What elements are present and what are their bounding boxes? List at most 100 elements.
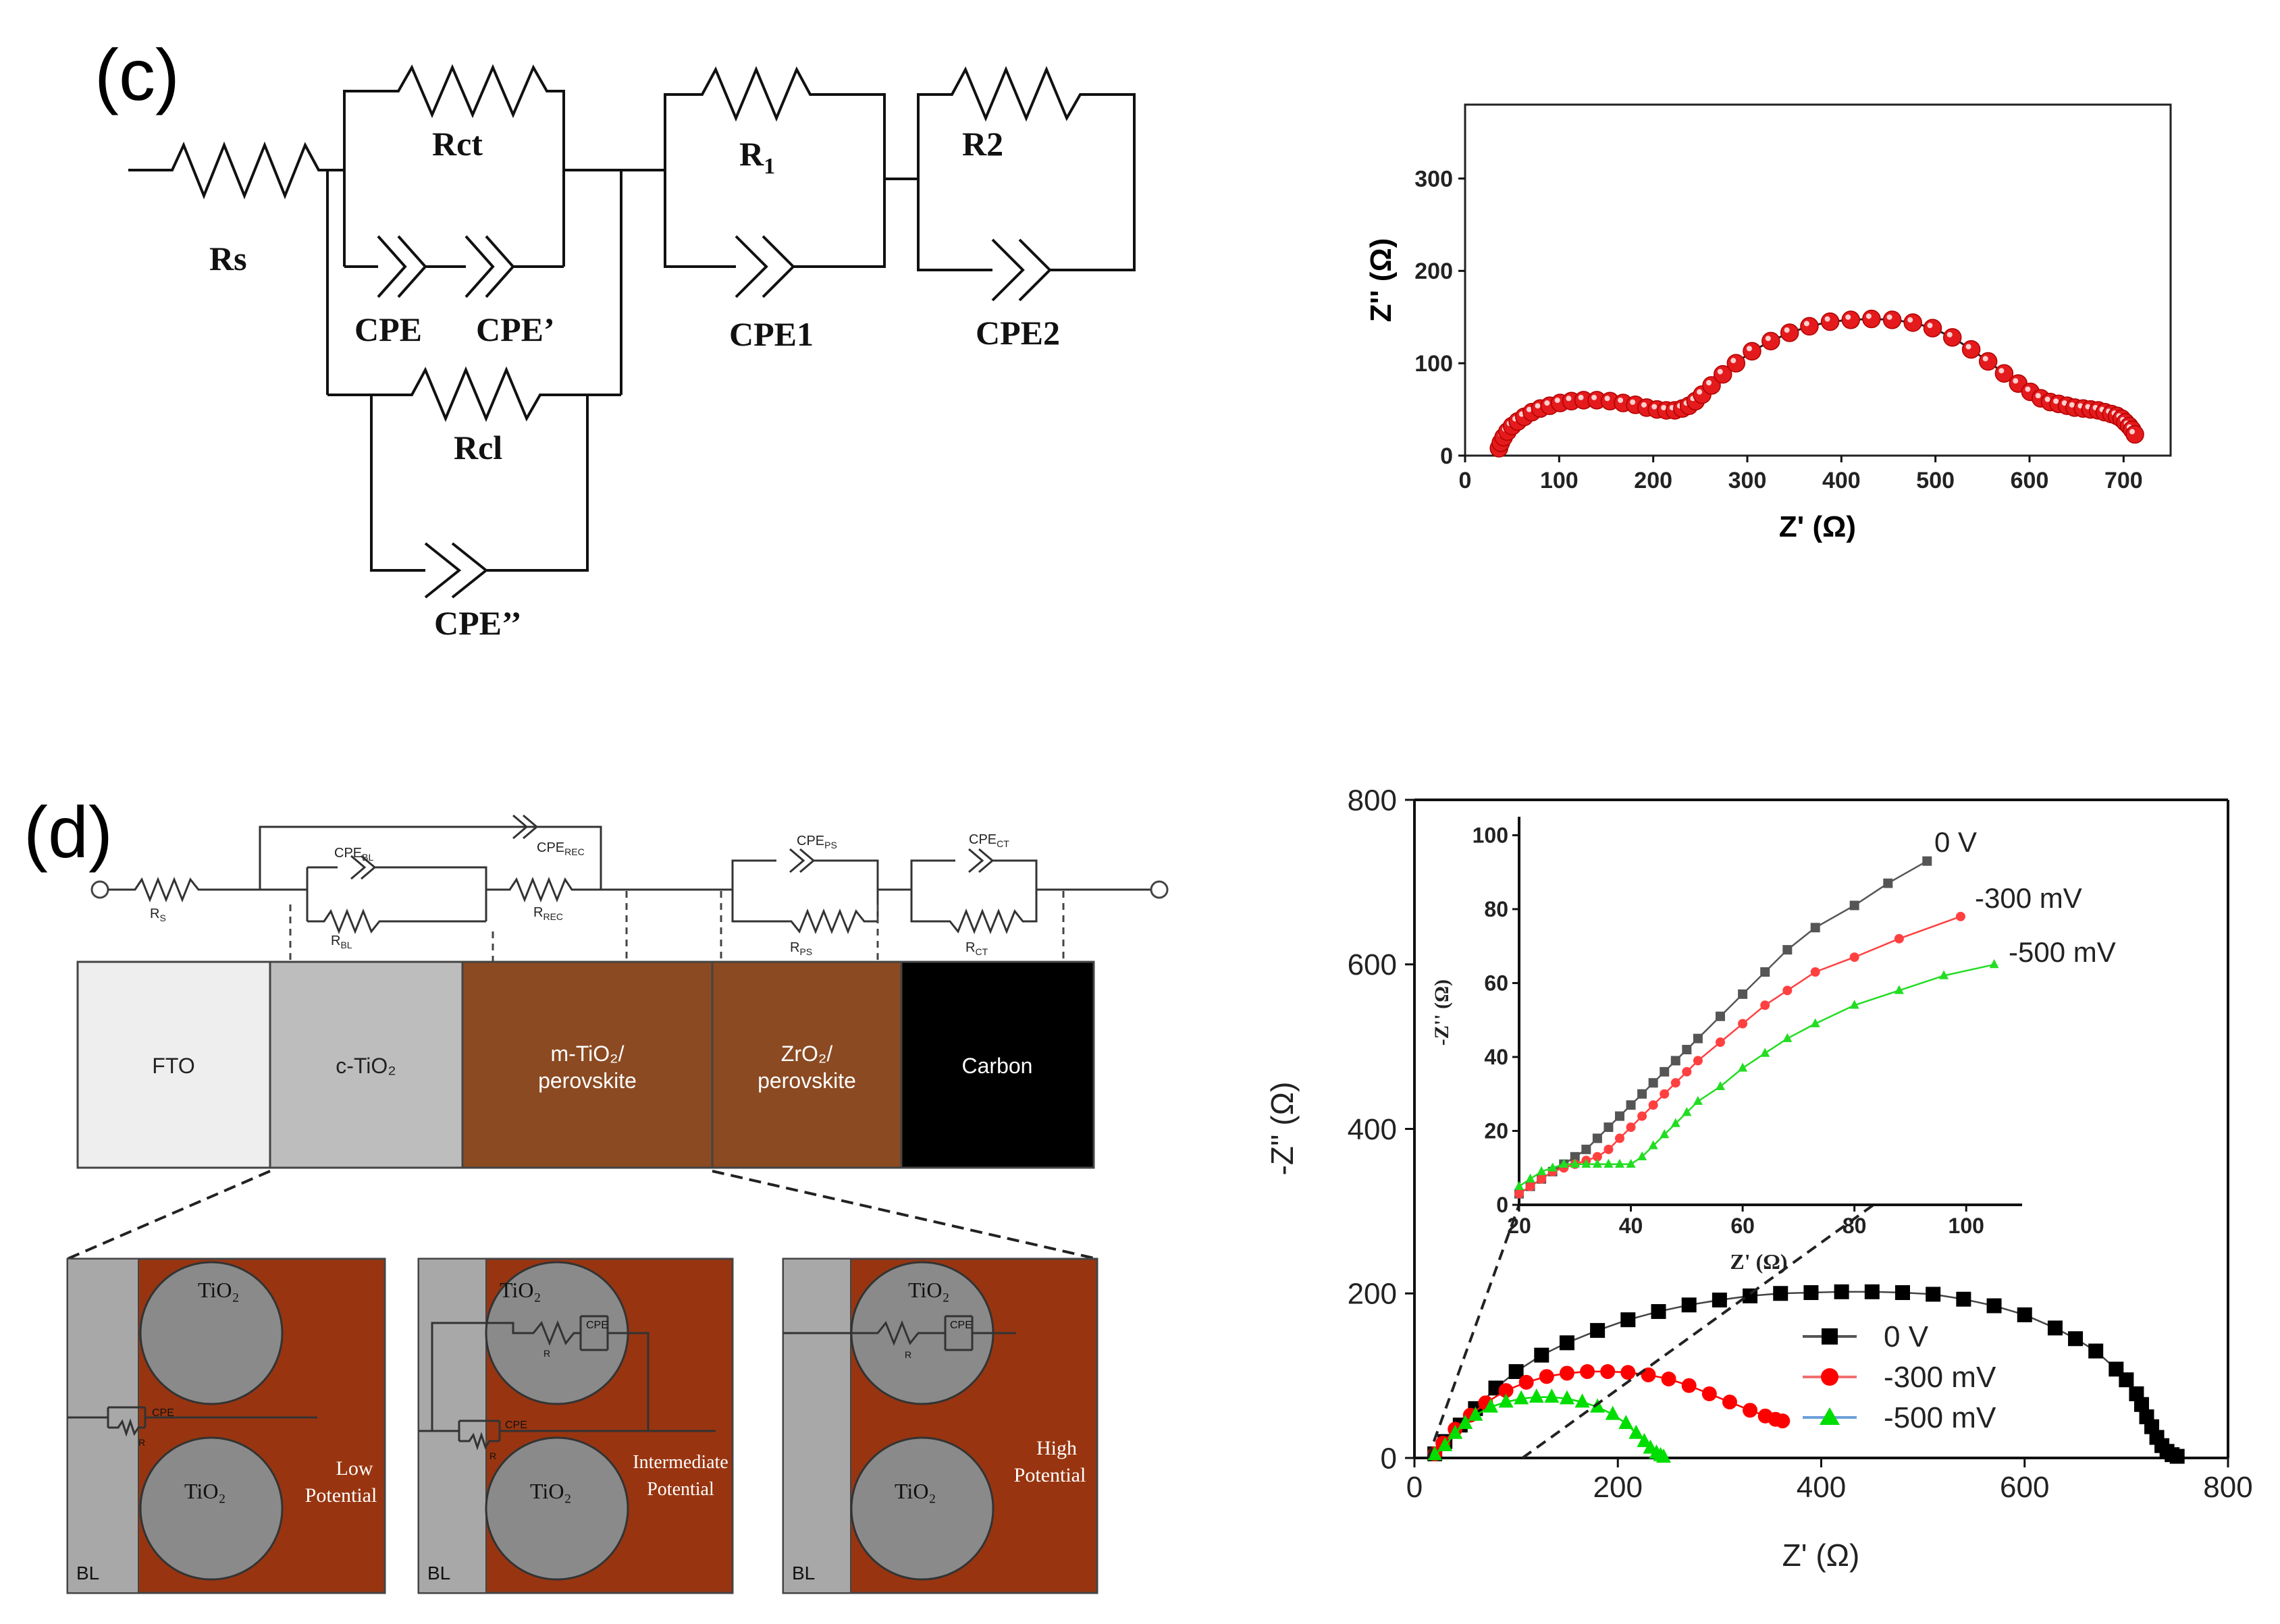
inset-high-tio2-bottom: TiO₂: [895, 1479, 936, 1503]
inset-data-point-0: [1592, 1133, 1602, 1143]
inset-data-point-1: [1660, 1089, 1670, 1099]
inset-data-point-1: [1682, 1066, 1692, 1077]
inset-intermediate-potential: TiO₂ TiO₂ CPE R CPE R BL Intermediate Po…: [417, 1257, 734, 1594]
x-tick-label: 400: [1822, 468, 1861, 493]
data-point-0: [1590, 1323, 1606, 1338]
x-tick-label: 60: [1730, 1214, 1755, 1238]
inset-data-point-1: [1955, 911, 1965, 921]
y-tick-label: 0: [1381, 1442, 1397, 1475]
data-point-2: [1605, 1405, 1620, 1420]
inset-high-bl: BL: [792, 1563, 815, 1584]
data-point-1: [1600, 1364, 1616, 1380]
x-tick-label: 80: [1842, 1214, 1867, 1238]
data-point-highlight: [1845, 314, 1851, 320]
inset-data-point-1: [1782, 985, 1793, 996]
y-tick-label: 600: [1348, 948, 1397, 981]
data-point-2: [1529, 1388, 1544, 1403]
panel-c-label: (c): [95, 34, 180, 115]
x-tick-label: 100: [1540, 468, 1579, 493]
chart-c-ylabel: Z'' (Ω): [1364, 238, 1398, 323]
potential-insets: TiO₂ TiO₂ CPE R BL Low Potential TiO₂ Ti…: [66, 1257, 1098, 1594]
inset-data-point-0: [1581, 1144, 1591, 1154]
label-cpe-ct: CPECT: [969, 832, 1009, 849]
inset-data-point-1: [1849, 952, 1859, 963]
data-point-highlight: [2044, 396, 2050, 402]
data-point-highlight: [1578, 394, 1584, 400]
inset-data-point-0: [1810, 923, 1820, 933]
chart-d-legend: 0 V -300 mV -500 mV: [1803, 1320, 1996, 1434]
inset-data-point-0: [1716, 1011, 1725, 1021]
legend-label-500mv: -500 mV: [1884, 1401, 1996, 1434]
inset-data-point-0: [1615, 1111, 1624, 1121]
data-point-2: [1656, 1449, 1672, 1463]
chart-c-frame: [1464, 103, 2172, 457]
y-tick-label: 0: [1496, 1193, 1508, 1217]
data-point: [2125, 425, 2144, 444]
data-point: [1726, 354, 1746, 373]
inset-data-point-0: [1670, 1056, 1680, 1066]
data-point-0: [1864, 1284, 1880, 1299]
data-point-highlight: [1661, 404, 1667, 410]
inset-data-point-0: [1693, 1033, 1703, 1044]
data-point-0: [1712, 1293, 1727, 1307]
data-point-1: [1722, 1395, 1737, 1410]
data-point-1: [1559, 1365, 1574, 1381]
data-point-highlight: [1651, 404, 1658, 410]
x-tick-label: 20: [1507, 1214, 1531, 1238]
data-point-0: [2068, 1331, 2084, 1347]
data-point: [1743, 342, 1761, 361]
layer-c-tio2-label: c-TiO₂: [336, 1054, 396, 1078]
inset-high-tio2-top: TiO₂: [908, 1278, 950, 1302]
data-point-highlight: [1927, 323, 1933, 329]
inset-high-line2: Potential: [1014, 1464, 1086, 1486]
data-point-2: [1514, 1390, 1529, 1405]
equivalent-circuit-d: RS CPEBL RBL CPEREC RREC CPEPS RPS CPECT…: [90, 814, 1169, 962]
data-point-highlight: [1591, 394, 1597, 400]
y-tick-label: 200: [1414, 259, 1453, 284]
label-r-rec: RREC: [533, 905, 563, 922]
data-point-0: [1773, 1286, 1788, 1301]
data-point-0: [2017, 1307, 2032, 1322]
y-tick-label: 60: [1484, 971, 1508, 996]
panel-d-label: (d): [24, 791, 113, 873]
x-tick-label: 500: [1916, 468, 1955, 493]
data-point-0: [1834, 1284, 1849, 1299]
y-tick-label: 40: [1484, 1045, 1508, 1069]
data-point-highlight: [1886, 314, 1892, 320]
data-point-1: [1661, 1372, 1676, 1386]
chart-d-ylabel: -Z'' (Ω): [1265, 1082, 1300, 1176]
layer-fto: FTO: [76, 960, 271, 1169]
inset-data-point-2: [1615, 1158, 1624, 1168]
data-point-0: [1803, 1285, 1819, 1301]
inset-low-line1: Low: [336, 1457, 373, 1480]
label-r2: R2: [962, 125, 1003, 163]
layer-c-tio2: c-TiO₂: [269, 960, 464, 1169]
inset-mid-r-top: R: [544, 1348, 550, 1359]
data-point-2: [1574, 1393, 1590, 1408]
inset-mid-bl: BL: [427, 1563, 450, 1584]
legend-marker-0v: [1822, 1328, 1838, 1345]
inset-data-point-1: [1514, 1189, 1524, 1199]
data-point-2: [1448, 1424, 1463, 1439]
data-point-2: [1458, 1415, 1473, 1430]
inset-data-point-1: [1525, 1181, 1535, 1191]
inset-data-point-1: [1637, 1111, 1647, 1121]
inset-data-point-1: [1716, 1037, 1725, 1048]
data-point-0: [2119, 1372, 2134, 1388]
x-tick-label: 200: [1593, 1471, 1643, 1504]
equivalent-circuit-c: Rs Rct CPE CPE’ Rcl CPE’’ R1 CPE1 R2 CPE…: [128, 63, 1136, 642]
inset-data-point-1: [1760, 1000, 1770, 1010]
inset-low-bl: BL: [76, 1563, 99, 1584]
inset-data-point-0: [1760, 967, 1770, 977]
inset-low-potential: TiO₂ TiO₂ CPE R BL Low Potential: [66, 1257, 386, 1594]
data-point-2: [1544, 1388, 1560, 1403]
inset-data-point-2: [1810, 1018, 1820, 1027]
inset-data-point-2: [1782, 1033, 1793, 1042]
y-tick-label: 100: [1414, 351, 1453, 377]
inset-low-tio2-bottom: TiO₂: [184, 1479, 226, 1503]
data-point-highlight: [1946, 331, 1953, 337]
inset-mid-tio2-bottom: TiO₂: [530, 1479, 572, 1503]
inset-data-point-0: [1648, 1078, 1658, 1088]
data-point-2: [1628, 1424, 1644, 1439]
